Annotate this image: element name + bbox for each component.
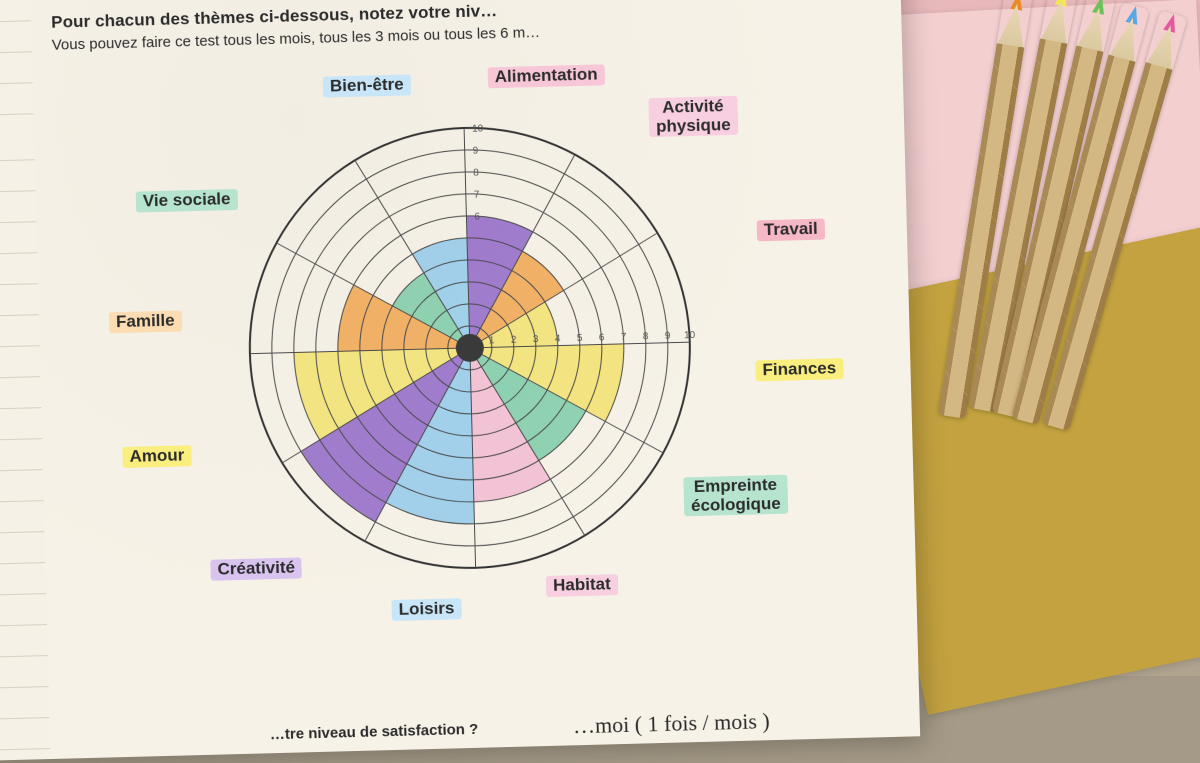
- category-label: Habitat: [546, 574, 618, 597]
- category-label: Travail: [757, 219, 825, 241]
- svg-text:9: 9: [665, 331, 671, 342]
- svg-text:10: 10: [684, 330, 696, 341]
- svg-text:7: 7: [621, 332, 627, 343]
- category-label: Créativité: [210, 557, 302, 580]
- category-label: Bien-être: [323, 74, 411, 97]
- svg-text:5: 5: [577, 333, 583, 344]
- page-heading: Pour chacun des thèmes ci-dessous, notez…: [51, 0, 872, 54]
- svg-text:1: 1: [489, 335, 495, 346]
- category-label: Loisirs: [391, 598, 461, 621]
- svg-text:3: 3: [533, 334, 539, 345]
- svg-text:8: 8: [643, 331, 649, 342]
- category-label: Vie sociale: [136, 189, 238, 212]
- category-label: Famille: [109, 310, 182, 333]
- category-label: Alimentation: [488, 64, 605, 88]
- open-notebook: Pour chacun des thèmes ci-dessous, notez…: [0, 0, 920, 763]
- svg-text:7: 7: [474, 190, 480, 201]
- footer-handwritten: …moi ( 1 fois / mois ): [573, 708, 770, 739]
- life-wheel-chart: 6 7 8 9 10 1 2 3 4 5 6 7 8 9 10 Alimentation Activité p…: [93, 59, 827, 638]
- category-label: Finances: [755, 358, 843, 381]
- svg-text:10: 10: [472, 123, 484, 134]
- svg-text:6: 6: [599, 332, 605, 343]
- svg-text:8: 8: [473, 168, 479, 179]
- wheel-svg: 6 7 8 9 10 1 2 3 4 5 6 7 8 9 10: [93, 59, 827, 638]
- category-label: Activité physique: [648, 96, 738, 138]
- notebook-right-page: Pour chacun des thèmes ci-dessous, notez…: [30, 0, 920, 759]
- category-label: Amour: [122, 445, 191, 467]
- svg-text:9: 9: [473, 146, 479, 157]
- category-label: Empreinte écologique: [683, 475, 788, 517]
- svg-text:2: 2: [511, 335, 517, 346]
- svg-text:6: 6: [474, 212, 480, 223]
- svg-text:4: 4: [555, 334, 561, 345]
